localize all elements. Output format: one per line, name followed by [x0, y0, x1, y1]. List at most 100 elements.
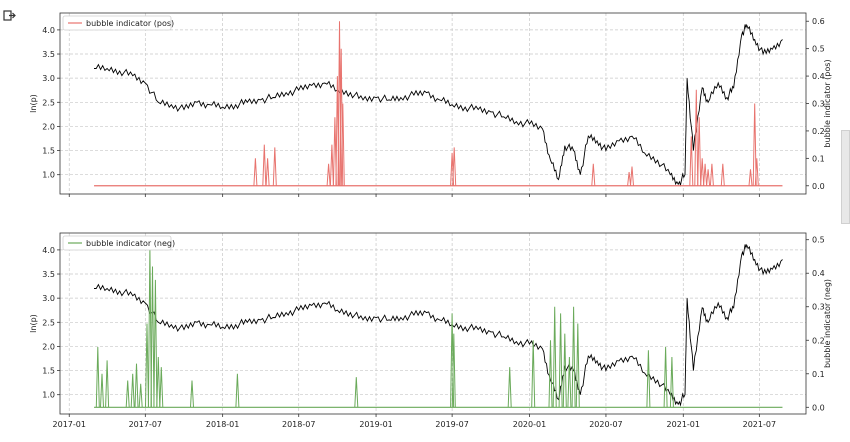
plot-frame — [59, 232, 807, 415]
legend-box — [62, 235, 172, 251]
y2-tick-label: 0.4 — [812, 269, 825, 278]
y-tick-label: 4.0 — [42, 26, 55, 35]
indicator-spike — [138, 383, 143, 408]
indicator-spike — [627, 172, 632, 186]
x-tick-label: 2021-07 — [743, 420, 776, 429]
plot-frame — [59, 12, 807, 195]
indicator-spike — [452, 147, 457, 186]
indicator-spike — [697, 117, 702, 186]
indicator-spike — [262, 144, 267, 186]
y2-tick-label: 0.2 — [812, 127, 825, 136]
indicator-spike — [134, 363, 139, 408]
indicator-spike — [567, 356, 572, 408]
legend-label: bubble indicator (neg) — [86, 239, 175, 248]
indicator-spike — [720, 163, 725, 186]
indicator-spike — [156, 356, 161, 408]
y2-tick-label: 0.3 — [812, 303, 825, 312]
indicator-spike — [558, 313, 563, 408]
indicator-spike — [105, 360, 110, 408]
scrollbar[interactable] — [841, 130, 850, 224]
y2-tick-label: 0.0 — [812, 182, 825, 191]
indicator-spike — [326, 163, 331, 186]
indicator-spike — [591, 163, 596, 186]
indicator-spike — [663, 346, 668, 408]
indicator-spike — [754, 158, 759, 186]
indicator-spike — [159, 367, 164, 408]
legend-label: bubble indicator (pos) — [86, 19, 174, 28]
x-tick-label: 2019-07 — [435, 420, 468, 429]
indicator-spike — [125, 380, 130, 408]
indicator-spike — [646, 350, 651, 408]
y2-tick-label: 0.5 — [812, 236, 825, 245]
y2-tick-label: 0.4 — [812, 72, 825, 81]
y-tick-label: 3.5 — [42, 270, 55, 279]
indicator-spike — [703, 163, 708, 186]
indicator-spike — [340, 103, 345, 186]
y-tick-label: 4.0 — [42, 246, 55, 255]
indicator-spike — [552, 306, 557, 408]
y-tick-label: 2.5 — [42, 318, 55, 327]
indicator-spike — [130, 373, 135, 408]
y-tick-label: 2.5 — [42, 98, 55, 107]
indicator-spike — [145, 323, 149, 408]
indicator-spike — [669, 356, 674, 408]
y-tick-label: 1.0 — [42, 391, 55, 400]
indicator-spike — [630, 166, 634, 186]
indicator-spike — [507, 367, 512, 408]
y-tick-label: 1.0 — [42, 171, 55, 180]
indicator-spike — [575, 323, 580, 408]
y2-tick-label: 0.6 — [812, 17, 825, 26]
y-tick-label: 3.0 — [42, 74, 55, 83]
y-axis-label: ln(p) — [29, 314, 38, 333]
price-line — [94, 243, 783, 407]
x-tick-label: 2017-07 — [129, 420, 162, 429]
y-tick-label: 1.5 — [42, 147, 55, 156]
indicator-spike — [272, 147, 277, 186]
indicator-spike — [531, 340, 536, 408]
indicator-spike — [190, 380, 194, 408]
indicator-spike — [329, 144, 334, 186]
indicator-spike — [150, 266, 155, 408]
indicator-spike — [548, 340, 553, 408]
y2-tick-label: 0.5 — [812, 45, 825, 54]
indicator-spike — [694, 89, 699, 186]
indicator-spike — [153, 279, 158, 408]
indicator-spike — [451, 333, 456, 408]
x-tick-label: 2021-01 — [667, 420, 700, 429]
y2-tick-label: 0.1 — [812, 154, 825, 163]
y-axis-label: ln(p) — [29, 94, 38, 113]
x-tick-label: 2018-01 — [206, 420, 239, 429]
indicator-spike — [700, 158, 705, 186]
y2-tick-label: 0.3 — [812, 100, 825, 109]
y2-tick-label: 0.0 — [812, 403, 825, 412]
y-tick-label: 1.5 — [42, 367, 55, 376]
legend-box — [62, 15, 172, 31]
price-line — [94, 23, 783, 187]
y-tick-label: 3.5 — [42, 50, 55, 59]
y2-axis-label: bubble indicator (pos) — [823, 59, 832, 147]
indicator-spike — [253, 158, 258, 186]
x-tick-label: 2019-01 — [359, 420, 392, 429]
indicator-spike — [562, 333, 567, 408]
indicator-spike — [706, 169, 711, 186]
output-icon — [3, 10, 16, 21]
x-tick-label: 2018-07 — [282, 420, 315, 429]
x-tick-label: 2020-01 — [513, 420, 546, 429]
y2-axis-label: bubble indicator (neg) — [823, 279, 832, 368]
indicator-spike — [571, 306, 576, 408]
indicator-spike — [709, 163, 714, 186]
x-tick-label: 2020-07 — [589, 420, 622, 429]
y-tick-label: 3.0 — [42, 294, 55, 303]
indicator-spike — [689, 136, 694, 186]
y2-tick-label: 0.2 — [812, 336, 825, 345]
indicator-spike — [748, 169, 753, 186]
indicator-spike — [100, 373, 104, 408]
x-tick-label: 2017-01 — [53, 420, 86, 429]
indicator-spike — [95, 346, 100, 408]
indicator-spike — [752, 103, 757, 186]
y-tick-label: 2.0 — [42, 342, 55, 351]
y-tick-label: 2.0 — [42, 122, 55, 131]
indicator-spike — [235, 373, 240, 408]
indicator-spike — [354, 377, 359, 408]
